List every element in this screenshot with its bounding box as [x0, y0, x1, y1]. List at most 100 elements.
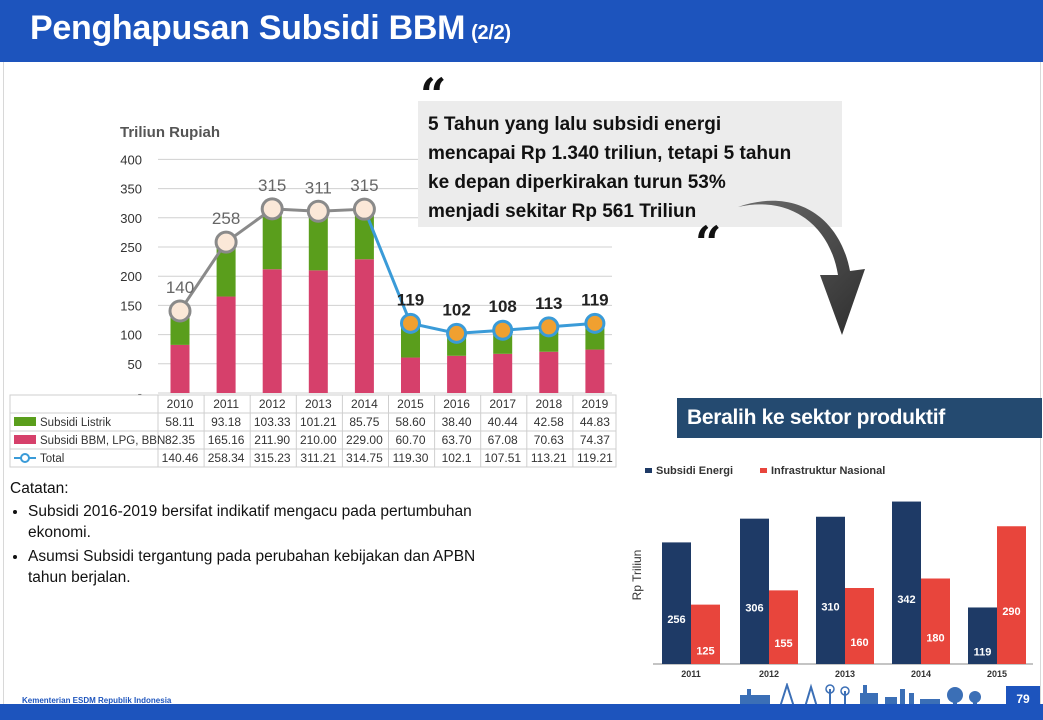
total-point [400, 312, 421, 334]
legend-label: Infrastruktur Nasional [771, 465, 885, 477]
legend-swatch-listrik [14, 417, 36, 426]
legend-label: Total [40, 453, 64, 465]
legend-swatch-infrastruktur [760, 468, 767, 473]
quote-text: 5 Tahun yang lalu subsidi energi mencapa… [428, 110, 840, 226]
slide-title: Penghapusan Subsidi BBM (2/2) [30, 9, 511, 48]
notes-list: Subsidi 2016-2019 bersifat indikatif men… [10, 501, 490, 588]
bar-value-label: 310 [821, 601, 839, 613]
table-year-label: 2018 [535, 397, 562, 411]
total-point-label: 258 [212, 209, 240, 228]
y-tick-label: 250 [120, 240, 142, 255]
bar-infrastruktur [691, 604, 720, 664]
table-cell: 63.70 [442, 433, 472, 447]
total-point-label: 140 [166, 278, 194, 297]
table-cell: 82.35 [165, 433, 195, 447]
table-cell: 113.21 [531, 451, 567, 465]
slide-footer: Kementerian ESDM Republik Indonesia [0, 696, 1043, 720]
total-point [492, 319, 514, 341]
table-cell: 58.60 [395, 415, 425, 429]
legend-swatch-energi [645, 468, 652, 473]
table-cell: 119.21 [577, 451, 613, 465]
table-year-label: 2015 [397, 397, 424, 411]
quote-line: mencapai Rp 1.340 triliun, tetapi 5 tahu… [428, 143, 792, 164]
table-cell: 101.21 [300, 415, 337, 429]
bar-bbm-lpg-bbn [401, 357, 420, 393]
y-tick-label: 100 [120, 328, 142, 343]
productive-sector-banner: Beralih ke sektor produktif [677, 398, 1042, 438]
industry-skyline-graphic [740, 683, 981, 708]
bar-value-label: 125 [696, 645, 714, 657]
total-point [214, 230, 238, 254]
bar-bbm-lpg-bbn [447, 355, 467, 393]
quote-open-mark: “ [420, 68, 447, 122]
bar-subsidi-energi [662, 542, 691, 664]
table-cell: 314.75 [346, 451, 383, 465]
total-line-projection [363, 208, 596, 335]
bar-bbm-lpg-bbn [493, 353, 513, 393]
y-tick-label: 200 [120, 269, 142, 284]
total-point-label: 119 [581, 290, 608, 309]
bar-subsidi-listrik [308, 211, 328, 271]
table-year-label: 2017 [489, 397, 516, 411]
total-point-label: 311 [305, 178, 332, 197]
table-cell: 315.23 [254, 451, 291, 465]
curved-arrow-icon [738, 200, 865, 335]
total-point-label: 315 [350, 176, 378, 195]
bar-subsidi-listrik [262, 208, 282, 270]
table-year-label: 2011 [213, 397, 239, 411]
total-point-label: 315 [258, 176, 286, 195]
quote-line: ke depan diperkirakan turun 53% [428, 172, 726, 193]
quote-box [418, 101, 842, 227]
table-cell: 165.16 [208, 433, 245, 447]
bar-bbm-lpg-bbn [308, 270, 328, 393]
legend-label: Subsidi Energi [656, 465, 733, 477]
bar-infrastruktur [845, 588, 874, 664]
total-point-label: 113 [535, 294, 562, 313]
note-item: Subsidi 2016-2019 bersifat indikatif men… [28, 501, 490, 543]
table-cell: 93.18 [211, 415, 241, 429]
x-tick-label: 2013 [835, 669, 855, 679]
note-item: Asumsi Subsidi tergantung pada perubahan… [28, 546, 490, 588]
legend-label: Subsidi Listrik [40, 417, 111, 429]
notes-section: Catatan: Subsidi 2016-2019 bersifat indi… [10, 478, 490, 591]
legend-label: Subsidi BBM, LPG, BBN [40, 435, 165, 447]
table-year-label: 2019 [582, 397, 609, 411]
total-point [538, 316, 560, 338]
bar-bbm-lpg-bbn [216, 296, 236, 393]
table-cell: 258.34 [208, 451, 245, 465]
table-cell: 40.44 [488, 415, 518, 429]
table-cell: 103.33 [254, 415, 291, 429]
energy-vs-infrastructure-chart: Subsidi Energi Infrastruktur Nasional Rp T… [630, 465, 1033, 679]
total-point [306, 199, 330, 223]
quote-line: menjadi sekitar Rp 561 Triliun [428, 201, 697, 222]
bar-bbm-lpg-bbn [539, 351, 559, 393]
bar-subsidi-energi [816, 516, 845, 664]
table-cell: 211.90 [254, 433, 290, 447]
x-tick-label: 2015 [987, 669, 1007, 679]
total-point [352, 197, 376, 221]
quote-close-mark: “ [695, 216, 722, 270]
table-year-label: 2010 [167, 397, 194, 411]
bar-subsidi-energi [892, 501, 921, 664]
slide-title-suffix: (2/2) [471, 22, 511, 44]
bar-infrastruktur [997, 526, 1026, 664]
total-point [446, 322, 468, 344]
legend-marker-total [20, 453, 30, 463]
table-cell: 60.70 [395, 433, 425, 447]
bar-bbm-lpg-bbn [585, 349, 605, 393]
total-point-label: 102 [442, 300, 470, 319]
table-cell: 58.11 [165, 415, 194, 429]
bar-value-label: 290 [1002, 606, 1020, 618]
table-cell: 210.00 [300, 433, 337, 447]
total-point [168, 299, 192, 323]
banner-text: Beralih ke sektor produktif [687, 406, 945, 429]
slide-header: Penghapusan Subsidi BBM (2/2) [0, 0, 1043, 62]
bar-value-label: 160 [850, 637, 868, 649]
bar-value-label: 342 [897, 594, 915, 606]
x-tick-label: 2014 [911, 669, 931, 679]
bar-infrastruktur [921, 578, 950, 664]
total-point [260, 197, 284, 221]
quote-line: 5 Tahun yang lalu subsidi energi [428, 114, 722, 135]
bar-value-label: 180 [926, 632, 944, 644]
y-tick-label: 350 [120, 182, 142, 197]
